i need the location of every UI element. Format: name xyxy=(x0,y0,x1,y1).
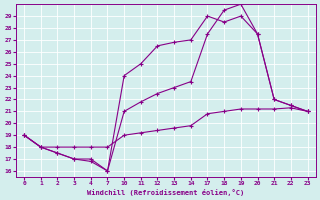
X-axis label: Windchill (Refroidissement éolien,°C): Windchill (Refroidissement éolien,°C) xyxy=(87,189,244,196)
